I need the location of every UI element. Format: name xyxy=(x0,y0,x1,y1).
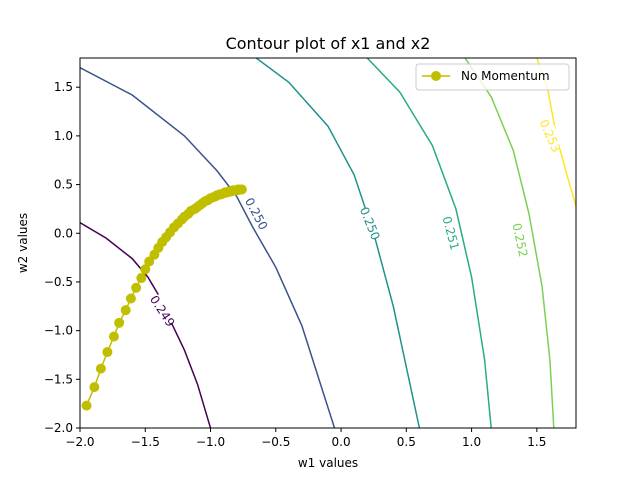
series-point xyxy=(120,305,131,316)
series-point xyxy=(125,293,136,304)
x-axis-label: w1 values xyxy=(298,456,358,470)
legend: No Momentum xyxy=(415,63,570,91)
y-tick-label: −2.0 xyxy=(44,421,73,435)
x-tick-label: −1.0 xyxy=(196,435,225,449)
contour-label-gap-0-0 xyxy=(146,293,178,329)
plot-frame xyxy=(79,57,577,429)
series-point xyxy=(108,331,119,342)
series-point xyxy=(140,264,151,275)
y-tick-label: 0.0 xyxy=(54,226,73,240)
legend-marker-swatch xyxy=(431,71,441,81)
legend-box xyxy=(415,63,570,91)
y-tick-label: −1.5 xyxy=(44,372,73,386)
contour-label-4-0: 0.252 xyxy=(509,222,530,259)
y-tick-label: 1.5 xyxy=(54,80,73,94)
series-point xyxy=(95,363,106,374)
contour-label-gap-1-0 xyxy=(241,195,271,232)
y-tick-label: 1.0 xyxy=(54,129,73,143)
x-tick-label: −1.5 xyxy=(131,435,160,449)
series-point xyxy=(102,347,113,358)
series-point xyxy=(131,282,142,293)
x-axis-ticks: −2.0 −1.5 −1.0 −0.5 0.0 0.5 1.0 1.5 xyxy=(65,428,546,449)
contour-label-gap-2-0 xyxy=(356,205,384,242)
y-tick-label: 0.5 xyxy=(54,178,73,192)
series-point xyxy=(89,382,100,393)
contour-line-2 xyxy=(255,58,421,428)
contour-label-gap-5-0 xyxy=(536,118,564,154)
x-tick-label: 1.0 xyxy=(462,435,481,449)
series-point xyxy=(81,400,92,411)
y-tick-label: −1.0 xyxy=(44,324,73,338)
y-axis-label: w2 values xyxy=(16,213,30,273)
y-axis-ticks: −2.0 −1.5 −1.0 −0.5 0.0 0.5 1.0 1.5 xyxy=(44,80,80,435)
x-tick-label: 0.0 xyxy=(332,435,351,449)
contour-line-0 xyxy=(80,221,212,428)
y-tick-label: −0.5 xyxy=(44,275,73,289)
contour-line-1 xyxy=(80,67,336,428)
series-point xyxy=(114,317,125,328)
x-tick-label: 1.5 xyxy=(527,435,546,449)
series-point xyxy=(236,184,247,195)
contour-line-3 xyxy=(366,58,492,428)
chart-title: Contour plot of x1 and x2 xyxy=(226,34,431,53)
x-tick-label: 0.5 xyxy=(397,435,416,449)
x-tick-label: −2.0 xyxy=(65,435,94,449)
legend-label: No Momentum xyxy=(461,69,550,83)
contour-label-gap-4-0 xyxy=(508,222,532,258)
contour-line-4 xyxy=(464,58,555,428)
series-point xyxy=(144,256,155,267)
x-tick-label: −0.5 xyxy=(261,435,290,449)
series-layer xyxy=(81,184,247,411)
series-point xyxy=(136,273,147,284)
